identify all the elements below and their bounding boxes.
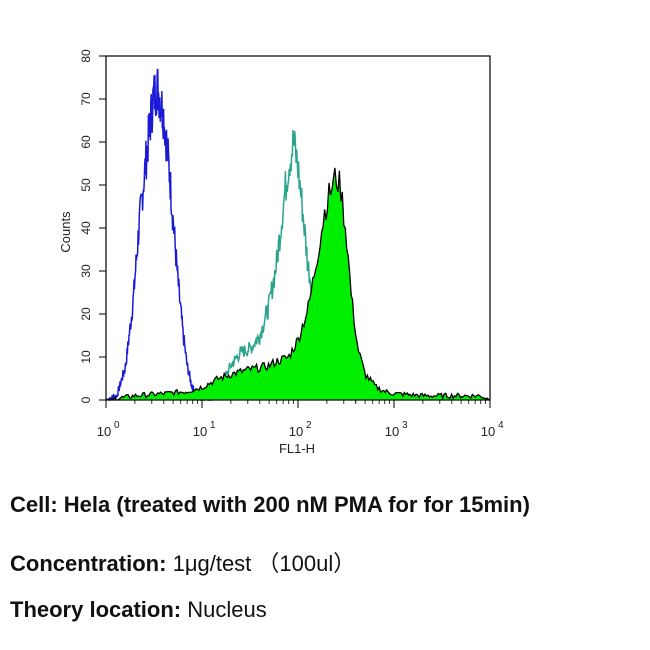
concentration-label: Concentration:	[10, 551, 167, 576]
x-tick-exponent: 2	[306, 420, 312, 431]
series-fill-3	[106, 167, 490, 400]
x-tick-exponent: 0	[114, 420, 120, 431]
x-axis-ticks: 10 0 10 1 10 2 10 3 10 4	[97, 400, 504, 439]
y-tick-label: 20	[79, 307, 93, 321]
y-tick-label: 0	[79, 396, 93, 403]
x-tick-label: 10	[193, 424, 207, 439]
y-tick-label: 30	[79, 264, 93, 278]
concentration-info: Concentration: 1μg/test （100ul）	[10, 546, 355, 578]
x-tick-label: 10	[97, 424, 111, 439]
x-tick-exponent: 1	[210, 420, 216, 431]
theory-location-label: Theory location:	[10, 597, 182, 622]
x-tick-label: 10	[289, 424, 303, 439]
y-tick-label: 60	[79, 135, 93, 149]
series-line-1	[105, 68, 213, 402]
y-tick-label: 80	[79, 49, 93, 63]
theory-location-value: Nucleus	[187, 597, 267, 622]
y-axis-label: Counts	[58, 211, 73, 253]
cell-info-text: Cell: Hela (treated with 200 nM PMA for …	[10, 492, 530, 517]
y-tick-label: 10	[79, 350, 93, 364]
plot-series	[105, 68, 491, 403]
y-tick-label: 40	[79, 221, 93, 235]
y-tick-label: 70	[79, 92, 93, 106]
y-tick-label: 50	[79, 178, 93, 192]
concentration-value: 1μg/test （100ul）	[172, 551, 356, 576]
cell-info: Cell: Hela (treated with 200 nM PMA for …	[10, 492, 530, 518]
y-axis-ticks: 0 10 20 30 40 50 60 70 80	[79, 49, 106, 403]
x-tick-label: 10	[385, 424, 399, 439]
x-tick-exponent: 3	[402, 420, 408, 431]
x-tick-label: 10	[481, 424, 495, 439]
series-outline-3	[105, 167, 491, 401]
x-tick-exponent: 4	[498, 420, 504, 431]
x-axis-label: FL1-H	[279, 441, 315, 456]
theory-location-info: Theory location: Nucleus	[10, 597, 267, 623]
